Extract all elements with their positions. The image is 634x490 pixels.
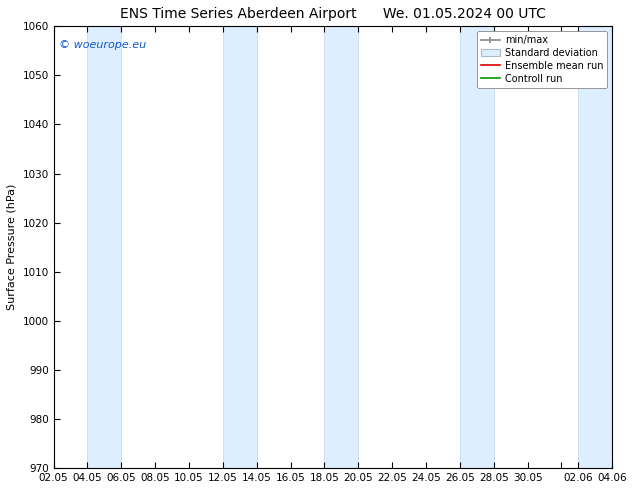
Y-axis label: Surface Pressure (hPa): Surface Pressure (hPa) (7, 184, 17, 311)
Bar (87, 26, 121, 468)
Text: © woeurope.eu: © woeurope.eu (59, 40, 146, 49)
Bar (223, 26, 257, 468)
Bar (325, 26, 358, 468)
Bar (460, 26, 494, 468)
Title: ENS Time Series Aberdeen Airport      We. 01.05.2024 00 UTC: ENS Time Series Aberdeen Airport We. 01.… (120, 7, 546, 21)
Legend: min/max, Standard deviation, Ensemble mean run, Controll run: min/max, Standard deviation, Ensemble me… (477, 31, 607, 88)
Bar (578, 26, 612, 468)
